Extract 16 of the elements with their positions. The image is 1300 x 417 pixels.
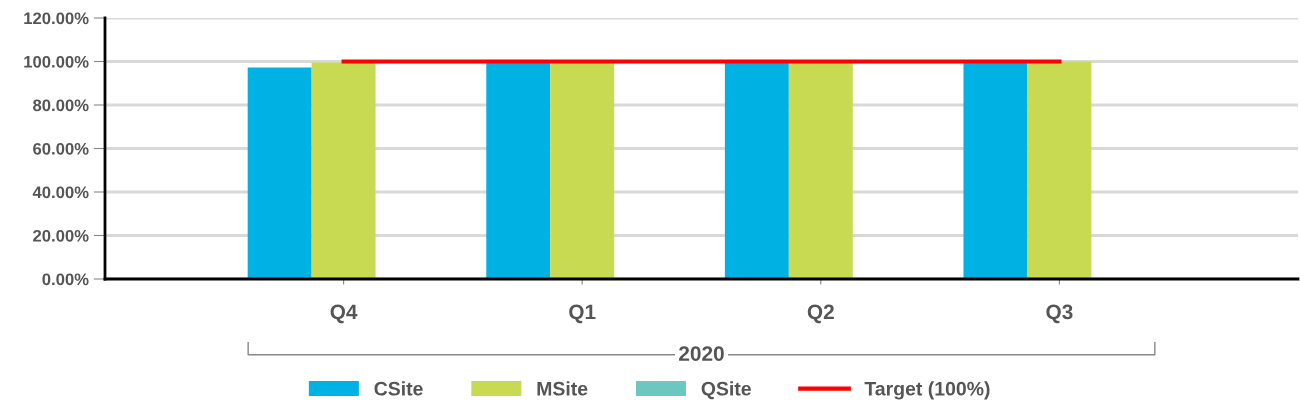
y-tick-label: 20.00%: [33, 229, 89, 242]
y-tick-label: 120.00%: [24, 12, 89, 25]
x-tick-label: Q4: [330, 304, 358, 324]
legend-label: CSite: [374, 381, 423, 396]
y-tick-label: 80.00%: [33, 99, 89, 112]
legend-label: MSite: [537, 381, 588, 396]
x-tick-label: Q2: [807, 304, 834, 324]
legend-label: QSite: [701, 381, 751, 400]
x-tick-label: Q1: [569, 304, 596, 324]
y-tick-label: 100.00%: [24, 55, 89, 68]
y-tick-label: 60.00%: [33, 142, 89, 155]
legend-label: Target (100%): [864, 381, 990, 400]
x-axis-title: 2020: [679, 346, 724, 361]
x-tick-label: Q3: [1046, 304, 1073, 324]
y-tick-label: 0.00%: [42, 273, 89, 286]
y-tick-label: 40.00%: [32, 186, 89, 199]
